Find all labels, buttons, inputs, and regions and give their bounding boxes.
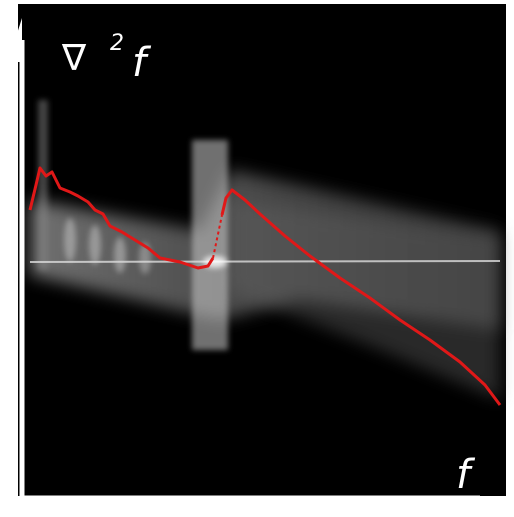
y-axis-symbol: ∇ [61, 38, 87, 79]
y-axis-superscript: 2 [110, 31, 124, 56]
figure: ∇ 2 f f [0, 0, 514, 517]
